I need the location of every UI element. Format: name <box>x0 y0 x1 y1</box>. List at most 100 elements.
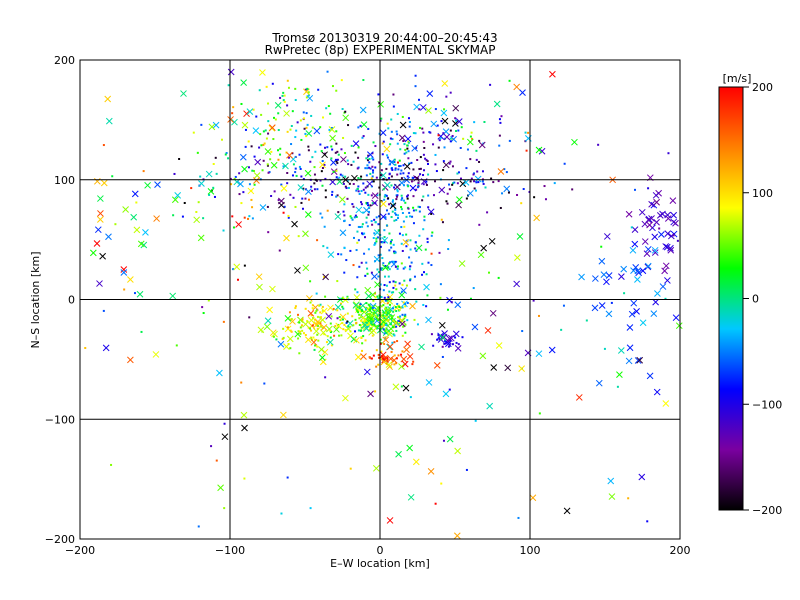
data-point-dot <box>232 226 235 229</box>
data-point-dot <box>389 137 392 140</box>
data-point-dot <box>440 218 443 221</box>
data-point-dot <box>402 172 405 175</box>
data-point-cross <box>456 196 463 204</box>
data-point-dot <box>331 193 334 196</box>
data-point-dot <box>571 188 574 191</box>
data-point-dot <box>430 252 433 255</box>
data-point-dot <box>416 323 419 326</box>
data-point-dot <box>215 172 218 175</box>
data-point-dot <box>192 131 195 134</box>
data-point-cross <box>197 234 205 242</box>
data-point-dot <box>323 163 326 166</box>
data-point-dot <box>378 186 381 189</box>
data-point-dot <box>448 343 451 346</box>
data-point-dot <box>366 167 369 170</box>
data-point-dot <box>301 318 304 321</box>
data-point-dot <box>382 262 385 265</box>
data-point-dot <box>301 207 304 210</box>
data-point-dot <box>350 217 353 220</box>
data-point-dot <box>407 157 410 160</box>
data-point-dot <box>434 163 437 166</box>
data-point-cross <box>233 263 241 271</box>
data-point-cross <box>339 229 347 237</box>
data-point-dot <box>321 167 324 170</box>
data-point-dot <box>262 159 265 162</box>
data-point-dot <box>383 342 386 345</box>
data-point-cross <box>657 231 665 238</box>
data-point-cross <box>490 364 498 371</box>
data-point-dot <box>346 159 349 162</box>
data-point-dot <box>396 316 399 319</box>
data-point-dot <box>336 317 339 320</box>
data-point-dot <box>380 268 383 271</box>
data-point-dot <box>300 138 303 141</box>
data-point-cross <box>393 183 401 191</box>
data-point-dot <box>361 136 364 139</box>
data-point-dot <box>455 119 458 122</box>
data-point-cross <box>486 402 494 410</box>
data-point-dot <box>232 268 235 271</box>
data-point-dot <box>332 170 335 173</box>
data-point-dot <box>361 223 364 226</box>
data-point-dot <box>400 205 403 208</box>
data-point-dot <box>392 93 395 96</box>
data-point-cross <box>352 302 360 309</box>
y-tick-label: −100 <box>45 413 75 426</box>
data-point-dot <box>469 297 472 300</box>
chart-title: Tromsø 20130319 20:44:00–20:45:43 <box>271 31 497 45</box>
data-point-dot <box>316 345 319 348</box>
data-point-dot <box>449 137 452 140</box>
data-point-cross <box>629 246 637 254</box>
data-point-dot <box>350 163 353 166</box>
data-point-dot <box>388 232 391 235</box>
data-point-dot <box>400 242 403 245</box>
data-point-dot <box>600 245 603 248</box>
data-point-cross <box>625 210 633 218</box>
data-point-dot <box>371 307 374 310</box>
data-point-dot <box>412 132 415 135</box>
data-point-dot <box>316 327 319 330</box>
data-point-dot <box>400 385 403 388</box>
data-point-dot <box>365 302 368 305</box>
data-point-dot <box>404 266 407 269</box>
data-point-dot <box>360 203 363 206</box>
data-point-cross <box>402 239 410 246</box>
data-point-dot <box>395 218 398 221</box>
data-point-dot <box>412 168 415 171</box>
data-point-cross <box>373 255 381 263</box>
data-point-cross <box>516 233 524 240</box>
data-point-dot <box>133 292 136 295</box>
data-point-cross <box>455 201 462 209</box>
data-point-dot <box>406 144 409 147</box>
x-tick-label: −100 <box>215 544 245 557</box>
data-point-dot <box>347 186 350 189</box>
data-point-dot <box>386 154 389 157</box>
data-point-cross <box>608 493 616 500</box>
data-point-dot <box>430 264 433 267</box>
data-point-dot <box>366 267 369 270</box>
data-point-dot <box>465 468 468 471</box>
data-point-dot <box>360 319 363 322</box>
data-point-dot <box>377 229 380 232</box>
data-point-dot <box>487 271 490 274</box>
data-point-cross <box>142 229 149 236</box>
data-point-dot <box>369 167 372 170</box>
data-point-dot <box>374 242 377 245</box>
data-point-dot <box>475 181 478 184</box>
data-point-dot <box>335 142 338 145</box>
data-point-dot <box>379 119 382 122</box>
data-point-cross <box>407 493 415 501</box>
data-point-dot <box>331 85 334 88</box>
data-point-dot <box>451 138 454 141</box>
data-point-dot <box>300 324 303 327</box>
data-point-dot <box>444 342 447 345</box>
data-point-dot <box>448 162 451 165</box>
data-point-dot <box>374 145 377 148</box>
data-point-dot <box>426 241 429 244</box>
data-point-cross <box>104 95 112 103</box>
data-point-dot <box>367 248 370 251</box>
data-point-dot <box>389 240 392 243</box>
data-point-dot <box>417 183 420 186</box>
data-point-dot <box>401 197 404 200</box>
data-point-cross <box>96 216 104 223</box>
